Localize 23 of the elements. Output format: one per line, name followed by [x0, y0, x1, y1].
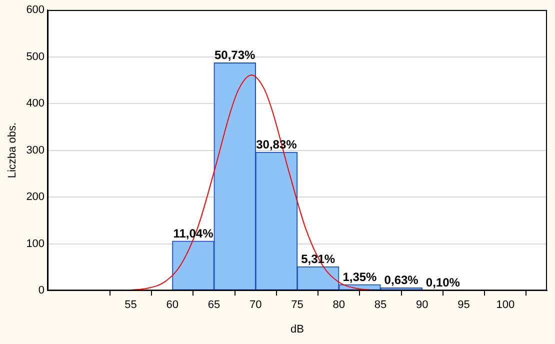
- y-axis-title: Liczba obs.: [6, 122, 19, 178]
- annotation: 0,63%: [384, 273, 419, 288]
- x-tick-label: 85: [374, 299, 387, 312]
- y-tick-label: 300: [26, 144, 45, 156]
- x-tick-label: 90: [416, 299, 428, 312]
- x-tick-label: 80: [332, 299, 346, 312]
- x-tick-label: 55: [124, 299, 137, 312]
- y-tick-label: 0: [38, 284, 45, 297]
- y-tick-label: 500: [26, 50, 45, 63]
- x-tick-label: 100: [496, 299, 515, 312]
- x-tick-label: 75: [291, 299, 304, 312]
- annotation: 1,35%: [342, 270, 378, 284]
- annotation: 50,73%: [214, 48, 256, 62]
- y-tick-label: 400: [26, 98, 45, 110]
- x-axis-title: dB: [290, 323, 304, 336]
- x-tick-label: 70: [250, 299, 262, 312]
- x-tick-label: 65: [208, 299, 220, 312]
- y-tick-label: 200: [26, 191, 45, 204]
- annotation: 0,10%: [426, 275, 460, 290]
- x-tick-label: 95: [458, 299, 470, 312]
- y-tick-label: 600: [26, 4, 45, 16]
- y-tick-label: 100: [26, 238, 45, 250]
- x-tick-label: 60: [166, 299, 179, 312]
